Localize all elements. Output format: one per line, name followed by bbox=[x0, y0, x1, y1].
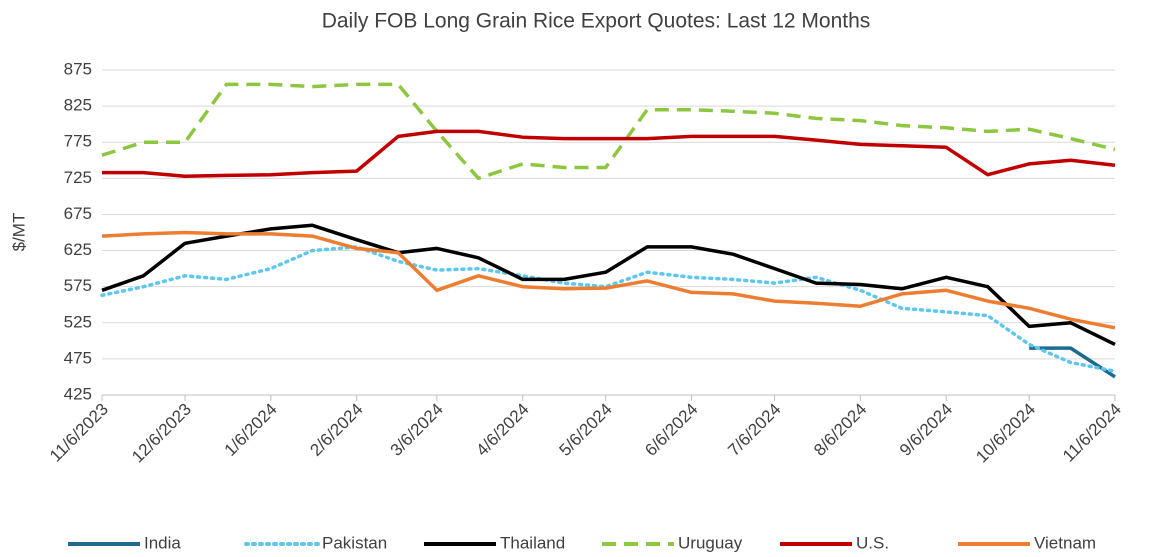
x-tick-label: 2/6/2024 bbox=[306, 400, 366, 460]
x-tick-label: 1/6/2024 bbox=[221, 400, 281, 460]
series-line bbox=[102, 129, 1116, 178]
y-tick-label: 775 bbox=[64, 132, 92, 151]
chart-title: Daily FOB Long Grain Rice Export Quotes:… bbox=[322, 10, 871, 33]
series-line bbox=[1029, 346, 1116, 379]
series-line bbox=[101, 230, 1116, 330]
x-tick-label: 7/6/2024 bbox=[724, 400, 784, 460]
legend-label: Uruguay bbox=[678, 533, 743, 552]
x-tick-label: 4/6/2024 bbox=[472, 400, 532, 460]
y-tick-label: 525 bbox=[64, 312, 92, 331]
y-tick-label: 625 bbox=[64, 240, 92, 259]
x-tick-label: 11/6/2024 bbox=[1059, 400, 1125, 466]
legend-label: U.S. bbox=[856, 533, 889, 552]
x-tick-label: 3/6/2024 bbox=[387, 400, 447, 460]
y-tick-label: 825 bbox=[64, 96, 92, 115]
y-tick-label: 725 bbox=[64, 168, 92, 187]
x-tick-label: 12/6/2023 bbox=[128, 400, 195, 467]
series-line bbox=[100, 245, 1117, 373]
y-tick-label: 475 bbox=[64, 348, 92, 367]
x-tick-label: 11/6/2023 bbox=[46, 400, 112, 466]
x-tick-label: 5/6/2024 bbox=[555, 400, 615, 460]
x-tick-label: 6/6/2024 bbox=[641, 400, 701, 460]
y-tick-label: 875 bbox=[64, 59, 92, 78]
y-axis-label: $/MT bbox=[9, 213, 28, 252]
x-tick-label: 10/6/2024 bbox=[972, 400, 1039, 467]
series-line bbox=[101, 82, 1116, 181]
legend-label: Pakistan bbox=[322, 533, 387, 552]
series-line bbox=[101, 223, 1116, 346]
legend-label: Vietnam bbox=[1034, 533, 1096, 552]
y-tick-label: 575 bbox=[64, 276, 92, 295]
x-tick-label: 9/6/2024 bbox=[896, 400, 956, 460]
y-tick-label: 675 bbox=[64, 204, 92, 223]
legend-label: Thailand bbox=[500, 533, 565, 552]
legend-label: India bbox=[144, 533, 181, 552]
y-tick-label: 425 bbox=[64, 384, 92, 403]
x-tick-label: 8/6/2024 bbox=[810, 400, 870, 460]
